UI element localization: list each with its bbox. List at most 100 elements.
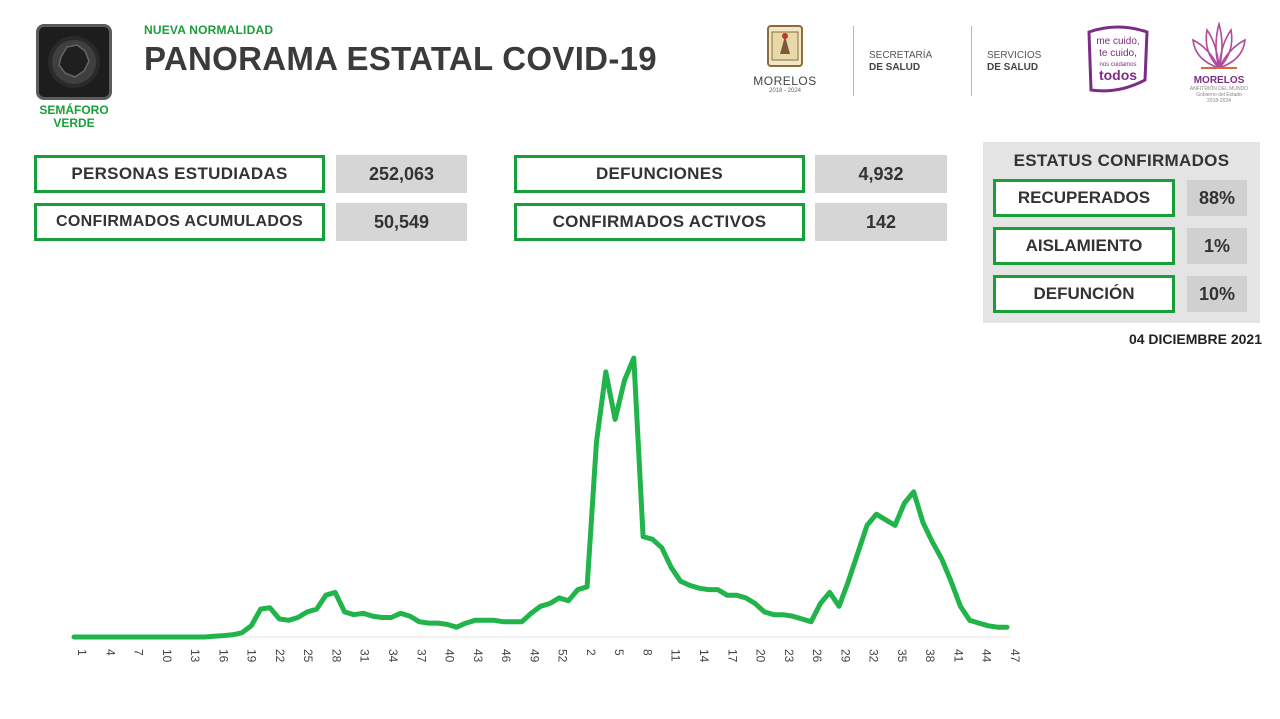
data-point — [631, 356, 636, 360]
data-point — [818, 601, 823, 606]
morelos-flower-logo: MORELOS ANFITRIÓN DEL MUNDO Gobierno del… — [1185, 20, 1253, 108]
data-point — [641, 534, 646, 539]
data-point — [762, 609, 767, 614]
data-point — [202, 635, 207, 639]
x-tick-label: 35 — [895, 649, 909, 663]
data-point — [958, 604, 963, 609]
data-point — [622, 378, 627, 383]
confirmados-activos-label: CONFIRMADOS ACTIVOS — [514, 203, 805, 241]
data-point — [715, 587, 720, 592]
data-point — [370, 614, 375, 619]
data-point — [743, 595, 748, 600]
report-date: 04 DICIEMBRE 2021 — [1128, 331, 1262, 347]
x-tick-label: 17 — [725, 649, 739, 663]
data-point — [361, 611, 366, 616]
x-tick-label: 14 — [697, 649, 711, 663]
x-tick-label: 11 — [669, 649, 683, 662]
data-point — [445, 622, 450, 627]
data-point — [501, 619, 506, 624]
estatus-title: ESTATUS CONFIRMADOS — [1013, 151, 1230, 170]
data-point — [417, 619, 422, 624]
defunciones-value: 4,932 — [815, 155, 947, 193]
data-point — [799, 616, 804, 621]
defunciones-label: DEFUNCIONES — [514, 155, 805, 193]
data-point — [557, 595, 562, 600]
todos-line1: me cuido, — [1096, 36, 1139, 47]
data-point — [342, 609, 347, 614]
defuncion-label: DEFUNCIÓN — [993, 275, 1175, 313]
x-tick-label: 16 — [216, 649, 230, 663]
x-tick-label: 37 — [414, 649, 428, 663]
data-point — [519, 619, 524, 624]
defuncion-value: 10% — [1187, 276, 1247, 312]
data-point — [547, 601, 552, 606]
x-tick-label: 19 — [245, 649, 259, 663]
page-title: PANORAMA ESTATAL COVID-19 — [144, 40, 657, 77]
data-point — [454, 625, 459, 630]
x-tick-label: 8 — [641, 649, 655, 656]
x-tick-label: 28 — [330, 649, 344, 663]
x-tick-label: 41 — [952, 649, 966, 663]
data-point — [865, 523, 869, 528]
x-tick-label: 40 — [443, 649, 457, 663]
morelos-logo-years: 2018 - 2024 — [768, 88, 802, 94]
x-tick-label: 4 — [103, 649, 117, 656]
todos-line4: todos — [1099, 67, 1137, 83]
data-point — [603, 369, 608, 374]
data-point — [594, 439, 599, 444]
flor-logo-tag2: Gobierno del Estado — [1196, 92, 1242, 98]
data-point — [165, 635, 170, 639]
data-point — [174, 635, 179, 639]
recuperados-value: 88% — [1187, 180, 1247, 216]
data-point — [398, 611, 403, 616]
recuperados-label: RECUPERADOS — [993, 179, 1175, 217]
data-point — [585, 584, 590, 589]
x-tick-label: 43 — [471, 649, 485, 663]
data-point — [771, 612, 776, 617]
x-tick-label: 46 — [499, 649, 513, 663]
x-tick-label: 7 — [132, 649, 146, 656]
data-point — [109, 635, 114, 639]
x-tick-label: 47 — [1008, 649, 1022, 663]
data-point — [267, 605, 272, 610]
secretaria-salud-logo: SECRETARÍA DE SALUD — [869, 50, 932, 74]
data-point — [146, 635, 151, 639]
data-point — [669, 565, 674, 570]
flor-logo-tag3: 2018-2024 — [1207, 98, 1231, 104]
servicios-line2: DE SALUD — [987, 62, 1039, 73]
x-tick-label: 20 — [754, 649, 768, 663]
todos-line3: nos cuidamos — [1099, 62, 1136, 68]
data-point — [967, 618, 972, 623]
x-tick-label: 32 — [867, 649, 881, 663]
data-point — [314, 607, 319, 612]
servicios-salud-logo: SERVICIOS DE SALUD — [987, 50, 1041, 74]
data-point — [687, 583, 692, 588]
series-line — [71, 355, 1010, 640]
data-point — [566, 598, 571, 603]
logo-divider — [853, 26, 854, 96]
series-points — [72, 356, 1009, 639]
data-point — [986, 623, 991, 628]
data-point — [239, 630, 244, 635]
data-point — [379, 615, 384, 620]
flor-logo-name: MORELOS — [1193, 75, 1245, 86]
todos-badge-icon: me cuido, te cuido, nos cuidamos todos — [1087, 25, 1149, 93]
data-point — [837, 604, 842, 609]
data-point — [613, 417, 618, 422]
personas-estudiadas-label: PERSONAS ESTUDIADAS — [34, 155, 325, 193]
aislamiento-value: 1% — [1187, 228, 1247, 264]
data-point — [473, 618, 478, 623]
morelos-shield-logo: MORELOS 2018 - 2024 — [745, 20, 825, 100]
x-tick-label: 13 — [188, 649, 202, 663]
data-point — [1005, 625, 1009, 630]
data-point — [529, 611, 534, 616]
data-point — [249, 623, 254, 628]
data-point — [100, 635, 104, 639]
x-tick-label: 29 — [838, 649, 852, 663]
data-point — [230, 632, 235, 637]
data-point — [902, 501, 907, 506]
flower-icon — [1192, 20, 1246, 69]
x-tick-label: 25 — [301, 649, 315, 663]
confirmados-acumulados-value: 50,549 — [336, 203, 467, 241]
data-point — [482, 618, 487, 623]
